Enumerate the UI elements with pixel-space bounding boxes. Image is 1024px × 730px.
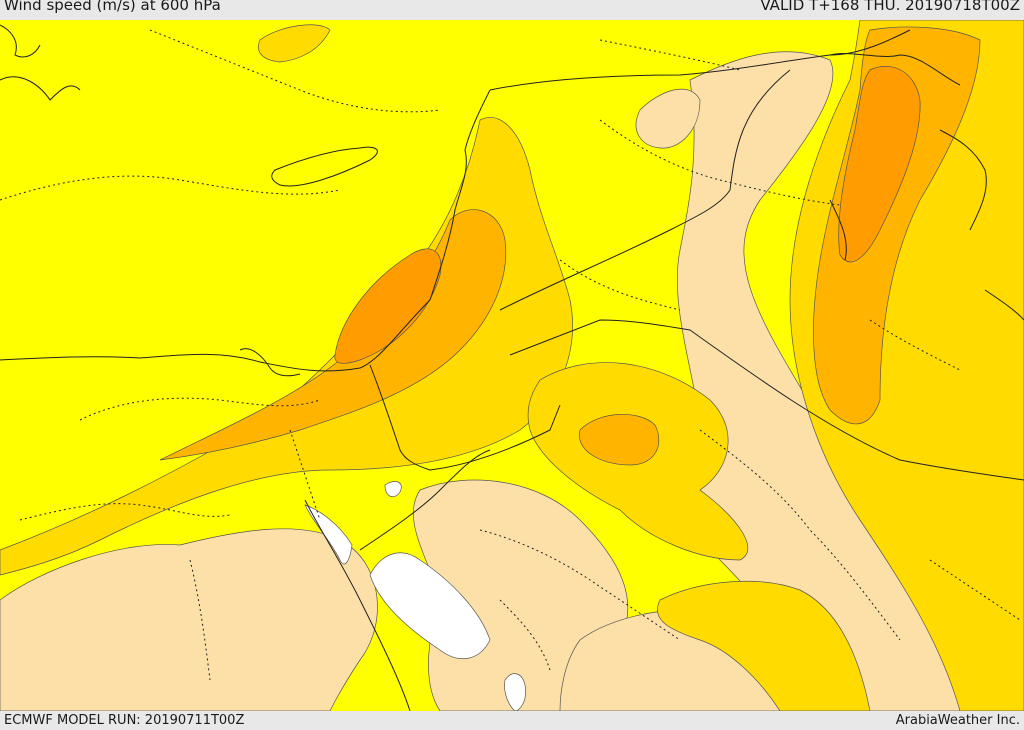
- internal-boundary-11: [869, 319, 961, 371]
- coastline-east: [939, 129, 987, 231]
- low-wind-region-gulf: [635, 88, 701, 149]
- coastline-west: [0, 24, 41, 58]
- internal-boundary-5: [599, 119, 841, 206]
- internal-boundary-12: [189, 559, 211, 681]
- internal-boundary-9: [149, 29, 441, 113]
- coastline-red-sea-east: [359, 449, 491, 551]
- footer-bar: ECMWF MODEL RUN: 20190711T00Z ArabiaWeat…: [0, 711, 1024, 729]
- coastline-levant: [429, 89, 491, 301]
- wind-speed-map: [0, 20, 1024, 711]
- credit: ArabiaWeather Inc.: [895, 713, 1020, 728]
- coastline-cyprus: [271, 146, 378, 187]
- internal-boundaries: [0, 29, 1021, 681]
- wind-band-20-25-iraq: [838, 65, 921, 263]
- border-saudi-iraq: [509, 319, 1024, 481]
- coastline-shatt: [984, 289, 1024, 321]
- coastline-iraq-marsh: [829, 199, 847, 261]
- map-title: Wind speed (m/s) at 600 hPa: [4, 0, 221, 14]
- coastline-north-africa: [0, 299, 431, 372]
- header-bar: Wind speed (m/s) at 600 hPa VALID T+168 …: [0, 0, 1024, 20]
- valid-time: VALID T+168 THU. 20190718T00Z: [760, 0, 1020, 14]
- border-sinai-arabia: [369, 364, 561, 471]
- internal-boundary-3: [19, 503, 231, 521]
- border-jordan-iraq: [499, 69, 791, 311]
- wind-band-10-15-north: [258, 24, 331, 63]
- internal-boundary-6: [559, 259, 681, 311]
- border-north-iraq: [829, 53, 961, 86]
- wind-band-20-25-levant: [334, 248, 442, 364]
- coastline-anatolia: [489, 29, 911, 91]
- coastlines: [0, 24, 1024, 711]
- model-run: ECMWF MODEL RUN: 20190711T00Z: [4, 713, 245, 728]
- internal-boundary-7: [479, 529, 681, 641]
- coastline-nile-delta: [239, 348, 301, 377]
- internal-boundary-1: [0, 175, 341, 201]
- internal-boundary-10: [599, 39, 741, 71]
- internal-boundary-14: [929, 559, 1021, 621]
- wind-band-15-20-iraq: [813, 26, 981, 425]
- internal-boundary-4: [289, 429, 321, 521]
- wind-band-15-20-levant: [159, 209, 507, 461]
- water-gap-south: [504, 673, 526, 711]
- coastline-aegean: [0, 76, 81, 101]
- water-gap-center: [369, 552, 491, 659]
- wind-band-15-20-saudi: [579, 414, 660, 466]
- wind-band-10-15-south: [657, 580, 871, 711]
- coastline-red-sea-west: [304, 499, 411, 711]
- water-gap-gulf: [384, 481, 402, 498]
